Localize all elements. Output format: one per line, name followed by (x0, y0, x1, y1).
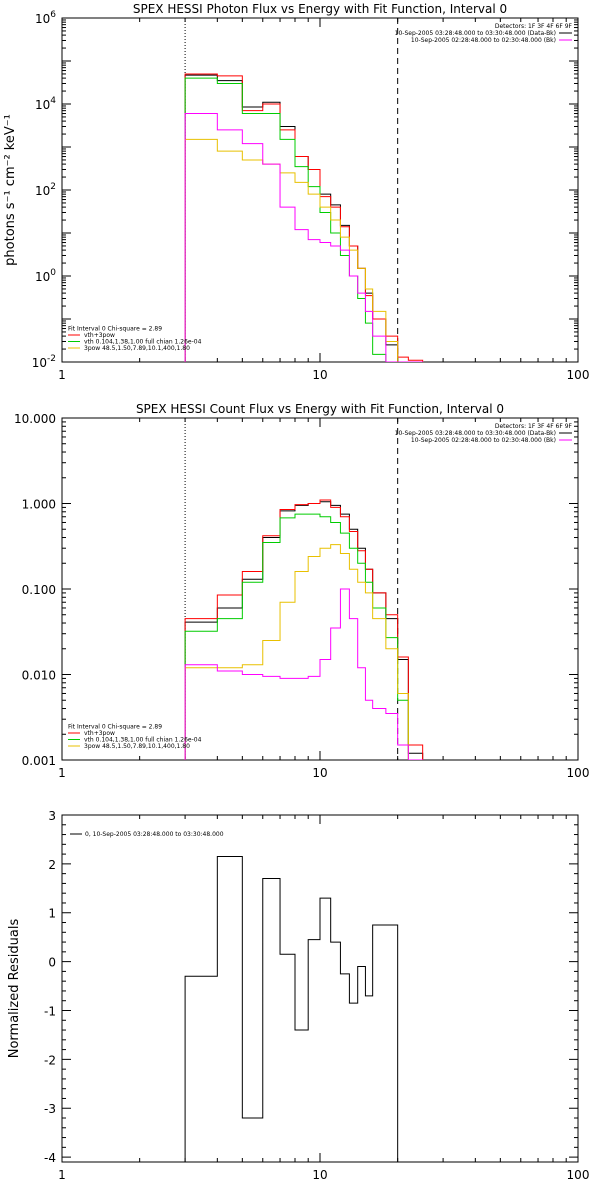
y-tick-base: 10 (35, 98, 50, 112)
y-tick-label: 0.010 (22, 669, 56, 683)
y-tick-base: 10 (32, 356, 47, 370)
chart-title: SPEX HESSI Count Flux vs Energy with Fit… (136, 402, 504, 416)
y-tick-base: 10 (35, 270, 50, 284)
series-group (184, 73, 424, 362)
series-line-vth (184, 513, 424, 760)
legend-entry: 0, 10-Sep-2005 03:28:48.000 to 03:30:48.… (85, 831, 224, 838)
y-tick-label: 100 (35, 268, 56, 284)
y-tick-label: 102 (35, 182, 56, 198)
y-axis-label: Normalized Residuals (7, 919, 22, 1059)
y-tick-label: 104 (35, 96, 56, 112)
x-tick-label: 1 (58, 368, 66, 382)
y-tick-label: 1.000 (22, 498, 56, 512)
y-tick-exponent: 4 (50, 96, 56, 106)
legend-entry: 10-Sep-2005 03:28:48.000 to 03:30:48.000… (395, 430, 556, 437)
legend-entry: Detectors: 1F 3F 4F 6F 9F (495, 23, 573, 30)
x-tick-label: 10 (312, 766, 327, 780)
y-tick-label: -3 (44, 1102, 56, 1116)
y-tick-label: -1 (44, 1004, 56, 1018)
series-line-vth-3pow (184, 73, 424, 362)
series-line-bk (184, 113, 424, 362)
y-tick-label: 0.001 (22, 754, 56, 768)
y-tick-label: 1 (48, 907, 56, 921)
x-tick-label: 100 (567, 1168, 590, 1182)
y-tick-label: 10.000 (14, 412, 56, 426)
series-group (184, 856, 399, 1162)
y-tick-exponent: 2 (50, 182, 56, 192)
series-line-data-bk (184, 501, 424, 760)
x-tick-label: 100 (567, 766, 590, 780)
y-tick-label: 2 (48, 858, 56, 872)
legend-entry: 3pow 48.5,1.50,7.89,10.1,400,1.80 (84, 743, 190, 750)
y-tick-label: 3 (48, 809, 56, 823)
series-line-residuals (184, 856, 399, 1162)
y-axis-label: photons s⁻¹ cm⁻² keV⁻¹ (3, 114, 18, 266)
y-tick-label: 10-2 (32, 354, 56, 370)
y-tick-base: 10 (35, 184, 50, 198)
y-tick-label: 106 (35, 10, 56, 26)
chart-title: SPEX HESSI Photon Flux vs Energy with Fi… (133, 2, 507, 16)
legend-entry: Fit Interval 0 Chi-square = 2.89 (68, 326, 162, 333)
y-tick-exponent: -2 (47, 354, 56, 364)
y-tick-base: 10 (35, 12, 50, 26)
x-tick-label: 10 (312, 368, 327, 382)
legend-entry: vth 0.104,1.38,1.00 full chian 1.26e-04 (84, 737, 202, 744)
legend-entry: 10-Sep-2005 02:28:48.000 to 02:30:48.000… (411, 437, 556, 444)
series-line-vth (184, 77, 424, 362)
legend-entry: Fit Interval 0 Chi-square = 2.89 (68, 724, 162, 731)
series-line-3pow (184, 138, 424, 362)
legend-entry: 10-Sep-2005 03:28:48.000 to 03:30:48.000… (395, 30, 556, 37)
y-tick-label: -4 (44, 1151, 56, 1165)
series-line-3pow (184, 544, 424, 760)
x-tick-label: 1 (58, 766, 66, 780)
x-tick-label: 100 (567, 368, 590, 382)
x-tick-label: 10 (312, 1168, 327, 1182)
chart-panel-3: 1 10 100 -4 -3 -2 -1 0 1 2 3 Normalized Residuals 0,… (7, 809, 589, 1182)
series-group (184, 499, 424, 760)
legend-entry: vth+3pow (84, 730, 115, 737)
legend-entry: 3pow 48.5,1.50,7.89,10.1,400,1.80 (84, 345, 190, 352)
chart-panel-2: SPEX HESSI Count Flux vs Energy with Fit… (14, 402, 589, 780)
legend-entry: 10-Sep-2005 02:28:48.000 to 02:30:48.000… (411, 37, 556, 44)
x-tick-label: 1 (58, 1168, 66, 1182)
legend-entry: vth 0.104,1.38,1.00 full chian 1.26e-04 (84, 339, 202, 346)
series-line-bk (184, 588, 424, 760)
y-tick-exponent: 0 (50, 268, 56, 278)
y-tick-exponent: 6 (50, 10, 56, 20)
legend-entry: Detectors: 1F 3F 4F 6F 9F (495, 423, 573, 430)
series-line-vth-3pow (184, 499, 424, 760)
legend-entry: vth+3pow (84, 332, 115, 339)
y-tick-label: 0 (48, 956, 56, 970)
y-tick-label: 0.100 (22, 583, 56, 597)
y-tick-label: -2 (44, 1053, 56, 1067)
chart-panel-1: SPEX HESSI Photon Flux vs Energy with Fi… (3, 2, 589, 382)
